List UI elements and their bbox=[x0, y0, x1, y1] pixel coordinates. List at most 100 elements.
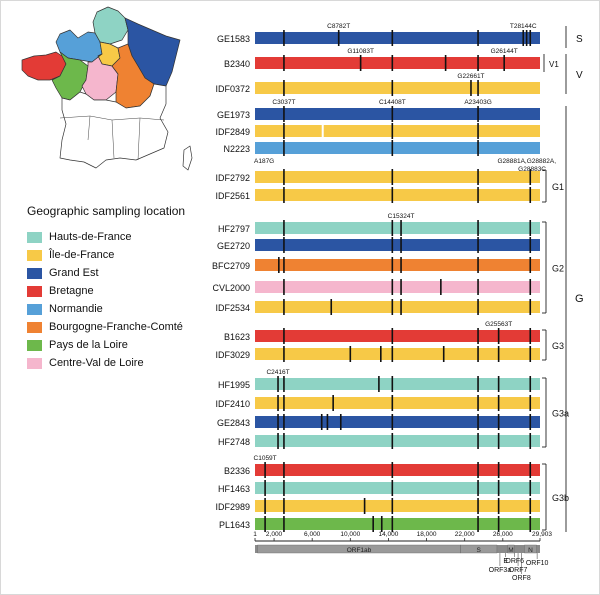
mutation-label: C2416T bbox=[266, 369, 289, 376]
clade-s-label: S bbox=[576, 34, 583, 45]
mutation-tick bbox=[283, 299, 285, 315]
mutation-tick bbox=[391, 462, 394, 478]
mutation-tick bbox=[391, 480, 394, 496]
mutation-tick bbox=[283, 480, 285, 496]
genome-bar bbox=[255, 378, 540, 390]
mutation-tick bbox=[372, 516, 374, 532]
mutation-tick bbox=[330, 299, 333, 315]
mutation-tick bbox=[391, 414, 394, 430]
mutation-tick bbox=[477, 328, 479, 344]
sample-label: BFC2709 bbox=[212, 261, 250, 271]
mutation-tick bbox=[529, 299, 532, 315]
legend-item: Grand Est bbox=[27, 266, 99, 280]
legend-title: Geographic sampling location bbox=[27, 204, 186, 218]
mutation-tick bbox=[529, 187, 532, 203]
mutation-tick bbox=[283, 123, 285, 139]
legend-label: Pays de la Loire bbox=[49, 339, 128, 351]
mutation-tick bbox=[529, 395, 532, 411]
mutation-tick bbox=[359, 55, 362, 71]
mutation-tick bbox=[391, 220, 394, 236]
mutation-tick bbox=[391, 299, 394, 315]
mutation-tick bbox=[283, 433, 285, 449]
genome-bar bbox=[255, 500, 540, 512]
mutation-label: C1059T bbox=[254, 455, 277, 462]
axis-tick-label: 26,000 bbox=[493, 531, 513, 538]
sample-label: GE2720 bbox=[217, 241, 250, 251]
orf-label: S bbox=[477, 547, 482, 554]
mutation-tick bbox=[497, 462, 500, 478]
sample-label: IDF2534 bbox=[215, 303, 250, 313]
mutation-tick bbox=[529, 169, 532, 185]
clade-g3b-label: G3b bbox=[552, 493, 569, 503]
mutation-tick bbox=[391, 30, 394, 46]
genome-bar bbox=[255, 82, 540, 94]
axis-tick-label: 6,000 bbox=[304, 531, 321, 538]
legend-swatch bbox=[27, 303, 42, 315]
legend-label: Hauts-de-France bbox=[49, 231, 132, 243]
mutation-tick bbox=[391, 257, 394, 273]
mutation-tick bbox=[497, 414, 500, 430]
mutation-label: C15324T bbox=[388, 213, 415, 220]
orf-label: M bbox=[508, 547, 513, 554]
sample-label: IDF2849 bbox=[215, 127, 250, 137]
sample-label: CVL2000 bbox=[212, 283, 250, 293]
mutation-tick bbox=[477, 123, 479, 139]
mutation-tick bbox=[497, 516, 500, 532]
mutation-tick bbox=[283, 498, 285, 514]
mutation-tick bbox=[400, 220, 402, 236]
mutation-tick bbox=[391, 237, 394, 253]
sample-label: IDF2561 bbox=[215, 191, 250, 201]
legend-label: Bourgogne-Franche-Comté bbox=[49, 321, 183, 333]
sample-label: HF1463 bbox=[218, 484, 250, 494]
orf-segment bbox=[524, 544, 537, 554]
mutation-tick bbox=[264, 516, 266, 532]
mutation-label: C14408T bbox=[379, 99, 406, 106]
mutation-label: G26144T bbox=[491, 48, 518, 55]
mutation-label: C8782T bbox=[327, 23, 350, 30]
genome-bar bbox=[255, 171, 540, 183]
mutation-tick bbox=[497, 328, 500, 344]
mutation-tick bbox=[391, 55, 394, 71]
mutation-tick bbox=[391, 106, 394, 122]
mutation-tick bbox=[400, 257, 402, 273]
mutation-tick bbox=[283, 328, 285, 344]
clade-v-label: V bbox=[576, 70, 583, 81]
orf-callout-label: ORF8 bbox=[512, 575, 531, 582]
mutation-label: A23403G bbox=[464, 99, 491, 106]
map-region-hauts-de-france bbox=[92, 6, 129, 45]
sample-label: GE1583 bbox=[217, 34, 250, 44]
clade-g3-label: G3 bbox=[552, 341, 564, 351]
mutation-label: G28881A,G28882A, bbox=[497, 158, 556, 165]
axis-tick-label: 10,000 bbox=[340, 531, 360, 538]
sample-label: IDF2410 bbox=[215, 399, 250, 409]
genome-bar bbox=[255, 301, 540, 313]
mutation-tick bbox=[283, 187, 285, 203]
mutation-tick bbox=[497, 395, 500, 411]
axis-tick-label: 2,000 bbox=[266, 531, 283, 538]
sample-label: PL1643 bbox=[219, 520, 250, 530]
axis-tick-label: 1 bbox=[253, 531, 257, 538]
mutation-tick bbox=[477, 220, 479, 236]
mutation-tick bbox=[529, 30, 532, 46]
mutation-tick bbox=[277, 414, 279, 430]
clade-g2-label: G2 bbox=[552, 264, 564, 274]
mutation-tick bbox=[264, 498, 266, 514]
mutation-tick bbox=[529, 257, 532, 273]
sample-label: HF2797 bbox=[218, 224, 250, 234]
mutation-label: A187G bbox=[254, 158, 274, 165]
mutation-tick bbox=[391, 516, 394, 532]
mutation-tick bbox=[391, 169, 394, 185]
sample-label: B2340 bbox=[224, 59, 250, 69]
mutation-tick bbox=[477, 433, 479, 449]
genome-bar bbox=[255, 281, 540, 293]
mutation-tick bbox=[477, 30, 479, 46]
mutation-label: C3037T bbox=[272, 99, 295, 106]
axis-tick-label: 14,000 bbox=[378, 531, 398, 538]
mutation-tick bbox=[277, 433, 279, 449]
mutation-label: T28144C bbox=[510, 23, 537, 30]
orf-label: N bbox=[528, 547, 533, 554]
sample-label: N2223 bbox=[223, 144, 250, 154]
genome-bar bbox=[255, 464, 540, 476]
mutation-tick bbox=[497, 498, 500, 514]
